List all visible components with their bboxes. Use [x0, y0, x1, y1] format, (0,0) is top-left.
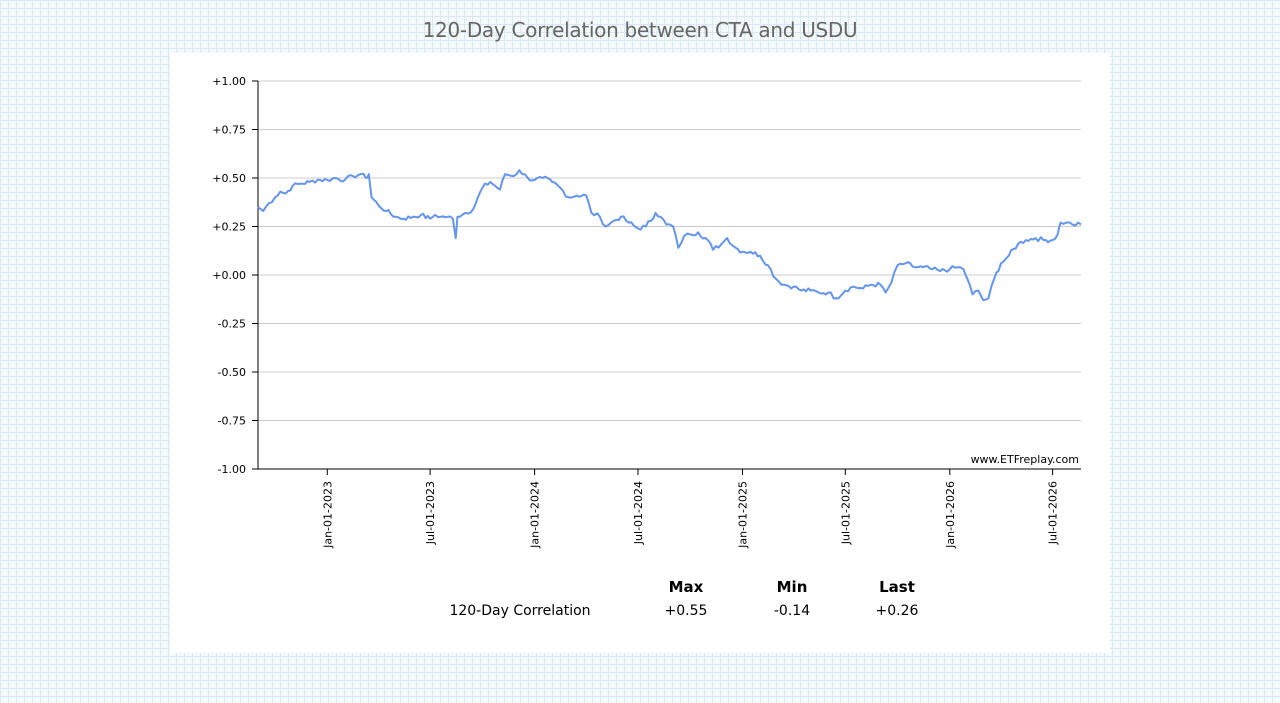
x-tick-label: Jul-01-2024	[632, 481, 645, 545]
y-tick-label: +0.00	[212, 269, 246, 282]
y-tick-label: +1.00	[212, 75, 246, 88]
stats-header-last: Last	[879, 578, 915, 596]
chart-panel: +1.00 +0.75 +0.50 +0.25 +0.00 -0.25 -0.50 -0.75…	[170, 53, 1110, 653]
chart-title: 120-Day Correlation between CTA and USDU	[422, 18, 858, 42]
stats-header-max: Max	[668, 578, 704, 596]
y-tick-label: -0.75	[218, 415, 246, 428]
y-tick-label: -0.25	[218, 318, 246, 331]
x-axis: Jan-01-2023 Jul-01-2023 Jan-01-2024 Jul-01-…	[258, 468, 1081, 549]
stats-row: 120-Day Correlation +0.55 -0.14 +0.26	[410, 598, 952, 624]
stats-header-min: Min	[776, 578, 808, 596]
y-tick-label: +0.25	[212, 221, 246, 234]
stats-header-row: Max Min Last	[410, 576, 952, 598]
x-tick-label: Jan-01-2025	[736, 481, 749, 549]
line-chart: +1.00 +0.75 +0.50 +0.25 +0.00 -0.25 -0.50 -0.75…	[212, 75, 1082, 549]
stats-row-min: -0.14	[773, 603, 811, 619]
x-tick-label: Jan-01-2023	[321, 481, 334, 549]
x-tick-label: Jul-01-2025	[839, 481, 852, 545]
y-axis: +1.00 +0.75 +0.50 +0.25 +0.00 -0.25 -0.50 -0.75…	[212, 75, 259, 476]
y-tick-label: -1.00	[218, 463, 246, 476]
y-tick-label: +0.50	[212, 172, 246, 185]
stats-row-label: 120-Day Correlation	[449, 603, 591, 619]
stats-table: Max Min Last 120-Day Correlation +0.55 -…	[410, 576, 952, 624]
y-tick-label: +0.75	[212, 124, 246, 137]
correlation-series-line	[257, 169, 1082, 302]
y-tick-label: -0.50	[218, 366, 246, 379]
x-tick-label: Jan-01-2026	[944, 481, 957, 549]
x-tick-label: Jul-01-2026	[1047, 481, 1060, 545]
gridlines	[258, 80, 1081, 470]
x-tick-label: Jan-01-2024	[529, 481, 542, 549]
stats-header-blank	[410, 576, 630, 598]
stats-row-last: +0.26	[875, 603, 919, 619]
stats-row-max: +0.55	[664, 603, 708, 619]
watermark-text: www.ETFreplay.com	[971, 453, 1079, 466]
x-tick-label: Jul-01-2023	[424, 481, 437, 545]
